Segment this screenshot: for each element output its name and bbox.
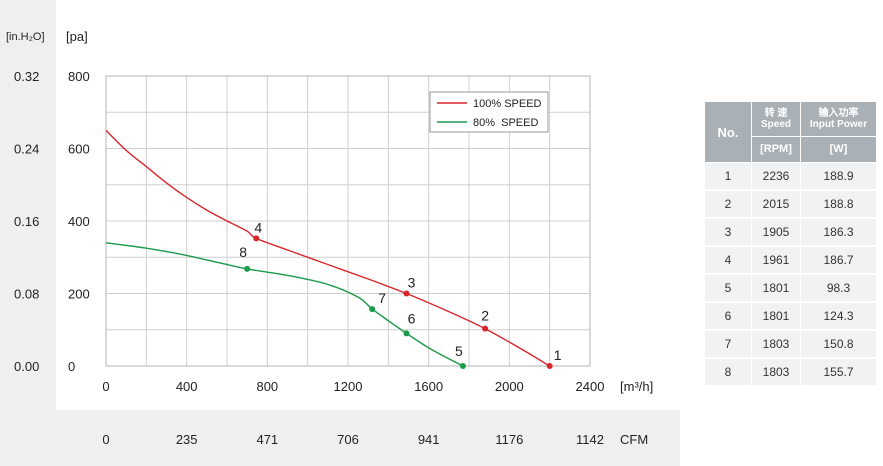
table-row: 2 2015 188.8 bbox=[705, 190, 877, 219]
x-tick-label-cfm: 706 bbox=[337, 432, 359, 447]
header-speed: 转 速 Speed bbox=[751, 102, 801, 137]
operating-point-2 bbox=[482, 325, 489, 332]
bottom-cfm-band bbox=[0, 410, 680, 466]
y-tick-label-inh2o: 0.08 bbox=[14, 287, 39, 302]
x-tick-label-cfm: 1176 bbox=[495, 432, 523, 447]
unit-pa: [pa] bbox=[66, 29, 88, 44]
cell-rpm: 1801 bbox=[751, 274, 801, 303]
y-tick-label-pa: 800 bbox=[68, 69, 90, 84]
header-power-cn: 输入功率 bbox=[818, 107, 859, 119]
cell-rpm: 1905 bbox=[751, 218, 801, 247]
speed-power-table: No. 转 速 Speed 输入功率 Input Power [RPM] [W]… bbox=[705, 102, 877, 387]
operating-point-6 bbox=[403, 330, 410, 337]
operating-point-1 bbox=[546, 363, 553, 369]
cell-rpm: 2015 bbox=[751, 190, 801, 219]
cell-power: 188.8 bbox=[800, 190, 877, 219]
cell-no: 7 bbox=[705, 330, 752, 359]
cell-no: 5 bbox=[705, 274, 752, 303]
header-speed-unit: [RPM] bbox=[751, 136, 801, 164]
y-tick-label-pa: 600 bbox=[68, 142, 90, 157]
operating-point-4 bbox=[253, 235, 260, 242]
operating-point-5 bbox=[459, 363, 466, 369]
cell-no: 3 bbox=[705, 218, 752, 247]
y-tick-label-pa: 200 bbox=[68, 287, 90, 302]
operating-point-label-3: 3 bbox=[408, 275, 416, 291]
operating-point-8 bbox=[244, 265, 251, 272]
unit-m3h: [m³/h] bbox=[620, 379, 653, 394]
table-row: 6 1801 124.3 bbox=[705, 302, 877, 331]
y-tick-label-inh2o: 0.24 bbox=[14, 142, 39, 157]
legend-box bbox=[429, 91, 549, 133]
legend-label-80-speed: 80% SPEED bbox=[473, 117, 538, 129]
cell-no: 8 bbox=[705, 358, 752, 387]
header-power-en: Input Power bbox=[809, 118, 868, 130]
x-tick-label-m3h: 0 bbox=[102, 379, 109, 394]
series-layer bbox=[105, 129, 553, 369]
x-tick-label-m3h: 2400 bbox=[576, 379, 605, 394]
header-power-unit: [W] bbox=[800, 136, 877, 164]
cell-rpm: 1803 bbox=[751, 358, 801, 387]
cell-no: 2 bbox=[705, 190, 752, 219]
cell-power: 98.3 bbox=[800, 274, 877, 303]
left-axis-band bbox=[0, 0, 56, 466]
y-tick-label-pa: 400 bbox=[68, 214, 90, 229]
legend: 100% SPEED 80% SPEED bbox=[429, 91, 549, 133]
table-row: 7 1803 150.8 bbox=[705, 330, 877, 359]
operating-point-label-7: 7 bbox=[378, 290, 386, 306]
operating-point-label-1: 1 bbox=[554, 347, 562, 363]
header-speed-cn: 转 速 bbox=[764, 107, 788, 119]
cell-rpm: 2236 bbox=[751, 162, 801, 191]
fan-performance-chart: 800 600 400 200 0 0.32 0.24 0.16 0.08 0.00 0 400 800… bbox=[0, 0, 680, 466]
series-line-80-speed bbox=[105, 242, 464, 367]
operating-point-3 bbox=[403, 290, 410, 297]
operating-point-label-8: 8 bbox=[239, 244, 247, 260]
cell-power: 186.7 bbox=[800, 246, 877, 275]
cell-power: 150.8 bbox=[800, 330, 877, 359]
unit-inh2o: [in.H₂O] bbox=[6, 31, 45, 43]
x-tick-label-m3h: 1600 bbox=[414, 379, 443, 394]
table-row: 1 2236 188.9 bbox=[705, 162, 877, 191]
cell-power: 186.3 bbox=[800, 218, 877, 247]
operating-point-label-5: 5 bbox=[455, 343, 463, 359]
table-row: 5 1801 98.3 bbox=[705, 274, 877, 303]
cell-power: 124.3 bbox=[800, 302, 877, 331]
cell-rpm: 1803 bbox=[751, 330, 801, 359]
header-speed-en: Speed bbox=[760, 118, 791, 130]
plot-frame bbox=[105, 75, 591, 367]
y-tick-label-inh2o: 0.32 bbox=[14, 69, 39, 84]
operating-point-label-4: 4 bbox=[254, 219, 262, 235]
cell-power: 188.9 bbox=[800, 162, 877, 191]
x-tick-label-cfm: 1142 bbox=[576, 432, 604, 447]
cell-no: 1 bbox=[705, 162, 752, 191]
cell-no: 6 bbox=[705, 302, 752, 331]
x-tick-label-m3h: 2000 bbox=[495, 379, 524, 394]
table-row: 4 1961 186.7 bbox=[705, 246, 877, 275]
grid bbox=[106, 76, 590, 366]
header-power: 输入功率 Input Power bbox=[800, 102, 877, 137]
operating-point-7 bbox=[369, 306, 376, 313]
x-tick-label-m3h: 1200 bbox=[334, 379, 363, 394]
x-tick-label-m3h: 400 bbox=[176, 379, 198, 394]
x-tick-label-cfm: 471 bbox=[256, 432, 278, 447]
cell-rpm: 1801 bbox=[751, 302, 801, 331]
unit-cfm: CFM bbox=[620, 432, 648, 447]
cell-rpm: 1961 bbox=[751, 246, 801, 275]
x-tick-label-m3h: 800 bbox=[256, 379, 278, 394]
y-tick-label-pa: 0 bbox=[68, 359, 75, 374]
operating-point-label-2: 2 bbox=[481, 308, 489, 324]
table-row: 8 1803 155.7 bbox=[705, 358, 877, 387]
y-tick-label-inh2o: 0.00 bbox=[14, 359, 39, 374]
y-tick-label-inh2o: 0.16 bbox=[14, 214, 39, 229]
x-tick-label-cfm: 235 bbox=[176, 432, 198, 447]
x-tick-label-cfm: 0 bbox=[102, 432, 109, 447]
legend-label-100-speed: 100% SPEED bbox=[473, 98, 542, 110]
cell-no: 4 bbox=[705, 246, 752, 275]
table-row: 3 1905 186.3 bbox=[705, 218, 877, 247]
header-no: No. bbox=[705, 102, 752, 163]
cell-power: 155.7 bbox=[800, 358, 877, 387]
x-tick-label-cfm: 941 bbox=[418, 432, 440, 447]
operating-point-label-6: 6 bbox=[408, 310, 416, 326]
